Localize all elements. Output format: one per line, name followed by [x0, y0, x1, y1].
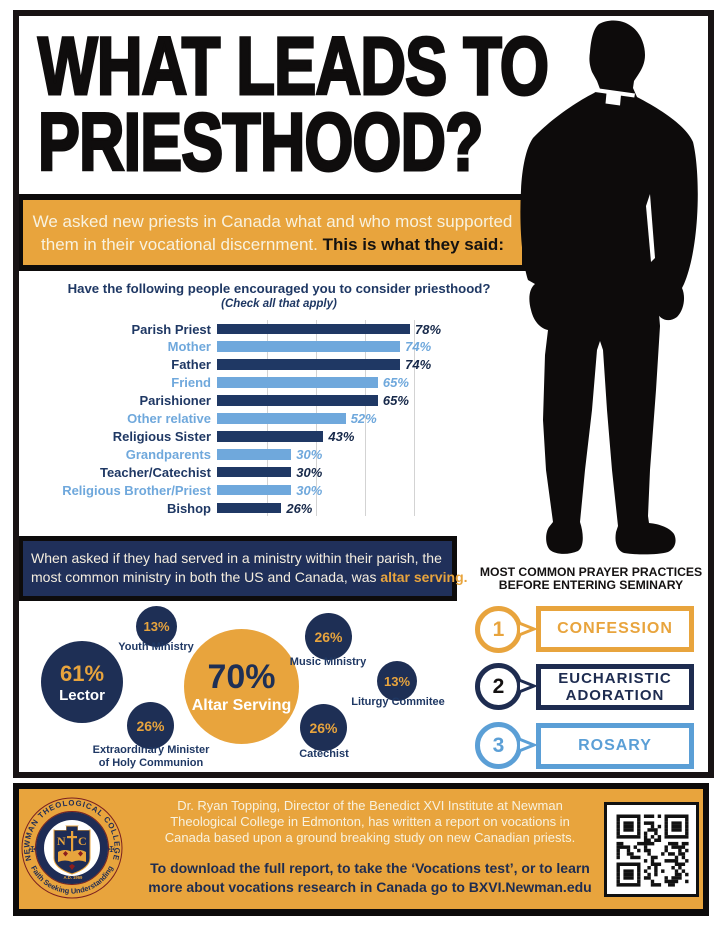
svg-text:✠: ✠ [108, 845, 115, 854]
svg-text:A.D. 1969: A.D. 1969 [64, 875, 84, 880]
svg-text:C: C [78, 834, 87, 848]
svg-text:✠: ✠ [29, 845, 36, 854]
svg-text:N: N [57, 834, 66, 848]
